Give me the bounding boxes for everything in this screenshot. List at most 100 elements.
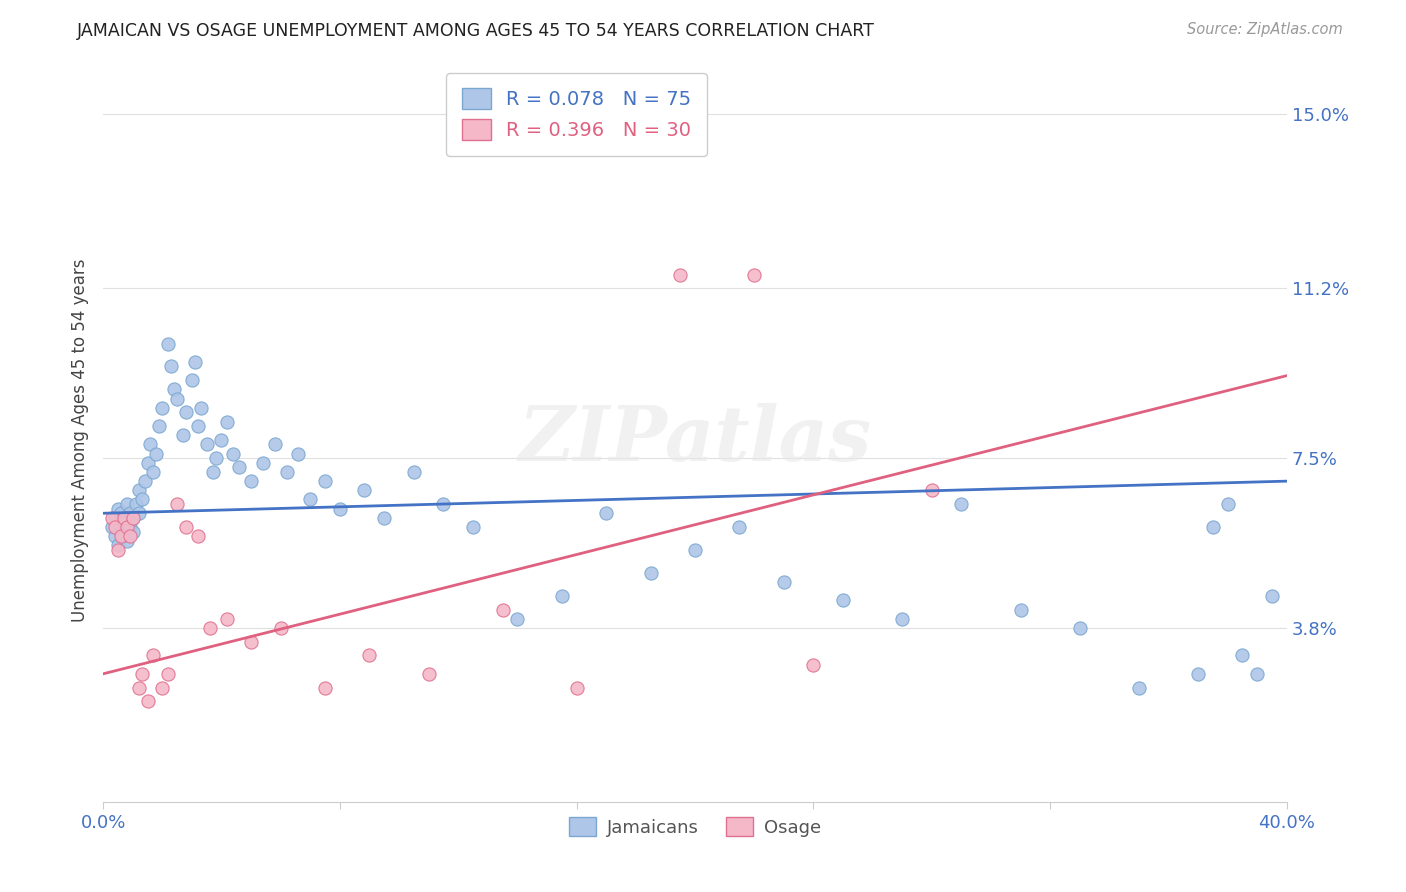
Point [418, 666, 440, 681]
Point [101, 511, 124, 525]
Point [506, 612, 529, 626]
Point [142, 465, 165, 479]
Point [104, 529, 127, 543]
Point [131, 666, 153, 681]
Point [1261, 589, 1284, 603]
Point [565, 681, 588, 695]
Point [728, 520, 751, 534]
Y-axis label: Unemployment Among Ages 45 to 54 years: Unemployment Among Ages 45 to 54 years [72, 258, 89, 622]
Point [217, 415, 239, 429]
Point [1187, 666, 1209, 681]
Point [180, 373, 202, 387]
Point [121, 511, 143, 525]
Point [128, 506, 150, 520]
Point [491, 602, 513, 616]
Point [314, 474, 336, 488]
Point [157, 336, 180, 351]
Point [166, 392, 188, 406]
Point [150, 401, 173, 415]
Point [107, 543, 129, 558]
Point [160, 359, 183, 374]
Point [198, 621, 221, 635]
Point [104, 511, 127, 525]
Point [299, 492, 322, 507]
Point [1010, 602, 1032, 616]
Point [461, 520, 484, 534]
Point [190, 401, 212, 415]
Point [110, 529, 132, 543]
Point [832, 593, 855, 607]
Point [195, 437, 218, 451]
Point [172, 428, 194, 442]
Point [1202, 520, 1225, 534]
Point [211, 433, 233, 447]
Point [118, 520, 141, 534]
Point [252, 456, 274, 470]
Point [112, 511, 135, 525]
Legend: Jamaicans, Osage: Jamaicans, Osage [562, 810, 828, 844]
Point [104, 520, 127, 534]
Point [187, 529, 209, 543]
Point [240, 474, 263, 488]
Point [157, 666, 180, 681]
Point [136, 694, 159, 708]
Point [329, 501, 352, 516]
Point [240, 634, 263, 648]
Point [432, 497, 454, 511]
Point [166, 497, 188, 511]
Point [228, 460, 250, 475]
Point [115, 533, 138, 548]
Point [669, 268, 692, 282]
Text: JAMAICAN VS OSAGE UNEMPLOYMENT AMONG AGES 45 TO 54 YEARS CORRELATION CHART: JAMAICAN VS OSAGE UNEMPLOYMENT AMONG AGE… [77, 22, 875, 40]
Point [128, 483, 150, 498]
Point [121, 511, 143, 525]
Point [950, 497, 973, 511]
Point [287, 447, 309, 461]
Point [148, 419, 170, 434]
Point [187, 419, 209, 434]
Point [134, 474, 156, 488]
Point [772, 575, 794, 590]
Point [263, 437, 285, 451]
Point [640, 566, 662, 580]
Point [551, 589, 574, 603]
Point [217, 612, 239, 626]
Point [136, 456, 159, 470]
Point [222, 447, 245, 461]
Point [115, 497, 138, 511]
Point [107, 501, 129, 516]
Point [359, 648, 381, 663]
Point [1128, 681, 1150, 695]
Point [112, 516, 135, 530]
Text: Source: ZipAtlas.com: Source: ZipAtlas.com [1187, 22, 1343, 37]
Point [184, 355, 207, 369]
Point [112, 529, 135, 543]
Point [174, 520, 197, 534]
Point [402, 465, 425, 479]
Point [921, 483, 943, 498]
Point [128, 681, 150, 695]
Point [118, 506, 141, 520]
Point [276, 465, 298, 479]
Point [891, 612, 914, 626]
Point [353, 483, 375, 498]
Point [595, 506, 617, 520]
Point [107, 538, 129, 552]
Point [204, 451, 226, 466]
Point [270, 621, 292, 635]
Point [742, 268, 765, 282]
Point [110, 506, 132, 520]
Point [314, 681, 336, 695]
Point [139, 437, 162, 451]
Text: ZIPatlas: ZIPatlas [519, 403, 872, 477]
Point [801, 657, 824, 672]
Point [110, 524, 132, 539]
Point [150, 681, 173, 695]
Point [142, 648, 165, 663]
Point [125, 497, 148, 511]
Point [174, 405, 197, 419]
Point [131, 492, 153, 507]
Point [201, 465, 224, 479]
Point [121, 524, 143, 539]
Point [118, 529, 141, 543]
